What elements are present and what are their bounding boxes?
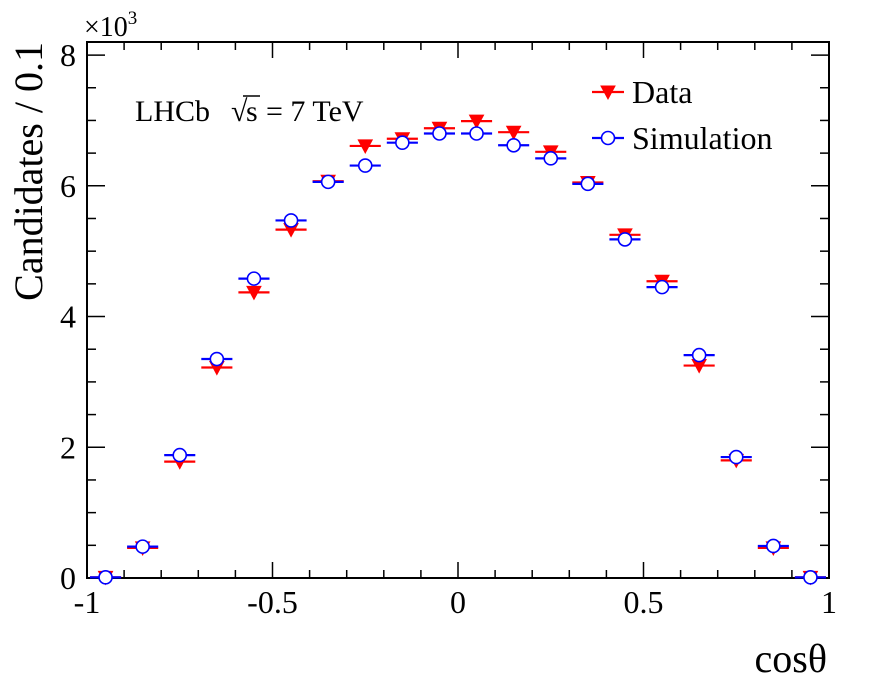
annotation: LHCb √s = 7 TeV bbox=[135, 95, 364, 128]
x-tick-label: -0.5 bbox=[247, 584, 298, 620]
simulation-point bbox=[617, 232, 633, 247]
data-point bbox=[505, 125, 522, 141]
y-tick-label: 6 bbox=[60, 168, 76, 204]
data-series bbox=[90, 114, 826, 586]
x-tick-label: -1 bbox=[74, 584, 101, 620]
annotation-energy: = 7 TeV bbox=[266, 95, 364, 128]
x-tick-label: 0.5 bbox=[624, 584, 664, 620]
simulation-point bbox=[469, 126, 484, 141]
simulation-point bbox=[246, 271, 262, 286]
data-point bbox=[468, 114, 485, 130]
legend: Data Simulation bbox=[592, 74, 772, 156]
series-simulation bbox=[90, 126, 826, 585]
legend-label: Simulation bbox=[632, 120, 772, 156]
simulation-point bbox=[395, 135, 410, 150]
simulation-point bbox=[283, 213, 299, 228]
y-multiplier: ×103 bbox=[84, 8, 137, 43]
simulation-point bbox=[654, 279, 670, 295]
simulation-point bbox=[766, 538, 781, 554]
simulation-point bbox=[98, 570, 113, 585]
simulation-point bbox=[357, 158, 373, 173]
legend-entry-data: Data bbox=[592, 74, 692, 110]
legend-label: Data bbox=[632, 74, 692, 110]
axis-labels: -1 -0.5 0 0.5 1 0 2 4 6 8×103 cosθ Candidates / 0.1 bbox=[6, 8, 837, 681]
x-axis-title: cosθ bbox=[755, 636, 827, 681]
simulation-point bbox=[172, 447, 188, 463]
data-point bbox=[246, 285, 262, 301]
simulation-point bbox=[580, 176, 596, 192]
simulation-point bbox=[803, 570, 818, 585]
y-tick-label: 4 bbox=[60, 299, 76, 335]
y-tick-label: 0 bbox=[60, 560, 76, 596]
y-tick-label: 8 bbox=[60, 37, 76, 73]
simulation-point bbox=[728, 449, 744, 465]
annotation-lhcb: LHCb bbox=[135, 95, 210, 128]
y-axis-title: Candidates / 0.1 bbox=[6, 42, 51, 301]
simulation-point bbox=[320, 174, 336, 190]
data-point bbox=[357, 139, 374, 154]
annotation-sqrt-arg: s bbox=[246, 95, 258, 128]
simulation-point bbox=[209, 351, 225, 367]
y-tick-label: 2 bbox=[60, 429, 76, 465]
annotation-sqrt: √ bbox=[231, 95, 248, 128]
x-tick-label: 0 bbox=[450, 584, 466, 620]
simulation-point bbox=[135, 539, 150, 554]
series-data bbox=[90, 114, 826, 586]
legend-entry-simulation: Simulation bbox=[592, 120, 772, 156]
simulation-point bbox=[543, 151, 559, 166]
legend-marker bbox=[600, 85, 616, 101]
legend-marker bbox=[600, 130, 616, 146]
simulation-point bbox=[691, 347, 707, 363]
simulation-point bbox=[506, 137, 521, 153]
simulation-point bbox=[432, 126, 447, 141]
x-tick-label: 1 bbox=[821, 584, 837, 620]
